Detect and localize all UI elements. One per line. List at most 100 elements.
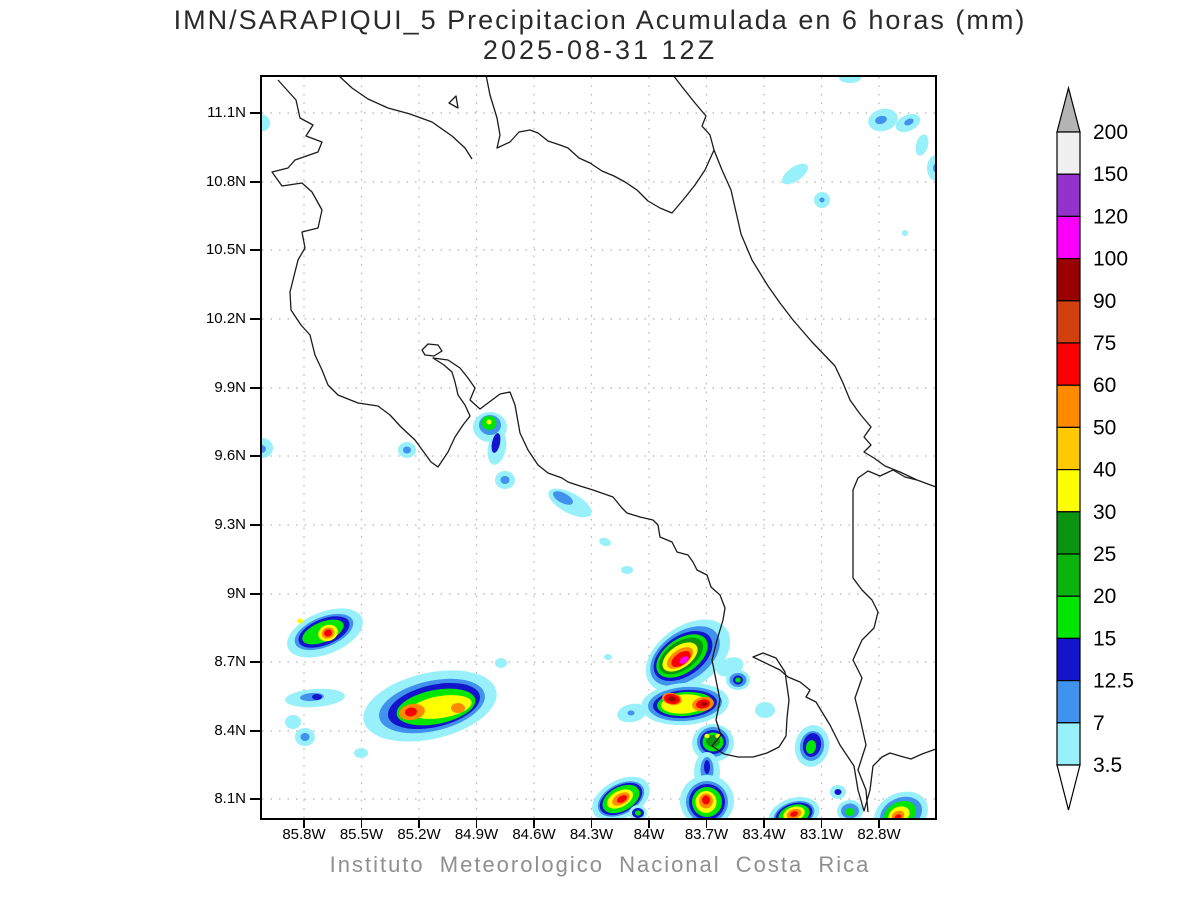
lat-tick-label: 10.5N — [178, 242, 246, 258]
colorbar-box — [1057, 512, 1080, 554]
lon-tick — [591, 820, 593, 828]
source-caption: Instituto Meteorologico Nacional Costa R… — [0, 852, 1200, 878]
colorbar-label: 60 — [1093, 374, 1116, 397]
lon-tick-label: 82.8W — [847, 826, 911, 844]
precipitation-map-figure: IMN/SARAPIQUI_5 Precipitacion Acumulada … — [0, 0, 1200, 900]
lat-tick-label: 8.4N — [178, 723, 246, 739]
lat-tick — [250, 730, 260, 732]
lat-tick — [250, 112, 260, 114]
lat-tick-label: 11.1N — [178, 105, 246, 121]
precip-contour — [301, 733, 310, 741]
lat-tick — [250, 798, 260, 800]
lat-tick-label: 10.8N — [178, 174, 246, 190]
colorbar-box — [1057, 174, 1080, 216]
colorbar-box — [1057, 385, 1080, 427]
colorbar-arrow-top — [1057, 88, 1080, 132]
colorbar-box — [1057, 470, 1080, 512]
lat-tick-label: 9.9N — [178, 380, 246, 396]
lon-tick — [361, 820, 363, 828]
lat-tick — [250, 524, 260, 526]
lon-tick — [303, 820, 305, 828]
colorbar-arrow-bottom — [1057, 765, 1080, 810]
colorbar-box — [1057, 427, 1080, 469]
precip-contour — [779, 160, 812, 189]
coastline-segment — [338, 75, 472, 159]
precip-contour — [704, 734, 709, 738]
colorbar-box — [1057, 723, 1080, 765]
precip-contour — [297, 619, 303, 624]
lat-tick — [250, 593, 260, 595]
colorbar-box — [1057, 259, 1080, 301]
colorbar-label: 30 — [1093, 501, 1116, 524]
lon-tick-label: 83.7W — [675, 826, 739, 844]
lat-tick — [250, 249, 260, 251]
lat-tick — [250, 387, 260, 389]
coastline-segment — [673, 75, 936, 487]
map-canvas — [260, 75, 937, 820]
precip-contour — [312, 694, 322, 700]
precip-contour — [846, 808, 855, 816]
colorbar-label: 3.5 — [1093, 754, 1122, 777]
precip-contour — [495, 658, 507, 668]
lat-tick-label: 9.6N — [178, 448, 246, 464]
precip-contour — [635, 810, 641, 815]
colorbar-box — [1057, 343, 1080, 385]
precip-contour — [621, 566, 633, 574]
precip-contour — [598, 536, 612, 548]
precipitation-shading — [260, 75, 937, 820]
precip-contour — [704, 760, 710, 774]
lon-tick — [418, 820, 420, 828]
colorbar-label: 12.5 — [1093, 670, 1134, 693]
chart-subtitle: 2025-08-31 12Z — [0, 35, 1200, 66]
colorbar-label: 7 — [1093, 712, 1105, 735]
precip-contour — [285, 715, 301, 729]
colorbar-label: 20 — [1093, 585, 1116, 608]
precip-contour — [487, 420, 492, 425]
lon-tick-label: 84.9W — [445, 826, 509, 844]
colorbar-label: 120 — [1093, 205, 1128, 228]
colorbar-label: 40 — [1093, 459, 1116, 482]
colorbar-box — [1057, 216, 1080, 258]
lon-tick — [821, 820, 823, 828]
colorbar-box — [1057, 638, 1080, 680]
precip-contour — [902, 230, 908, 236]
lon-tick-label: 84W — [617, 826, 681, 844]
colorbar-label: 90 — [1093, 290, 1116, 313]
precip-contour — [604, 654, 612, 660]
precip-contour — [820, 198, 825, 203]
lat-tick-label: 8.1N — [178, 791, 246, 807]
lon-tick-label: 84.3W — [560, 826, 624, 844]
lat-tick-label: 8.7N — [178, 654, 246, 670]
precip-contour — [628, 711, 635, 716]
lon-tick — [476, 820, 478, 828]
lat-tick — [250, 661, 260, 663]
colorbar-label: 25 — [1093, 543, 1116, 566]
lat-tick — [250, 318, 260, 320]
precip-contour — [403, 447, 411, 454]
map-frame — [261, 76, 936, 819]
lon-tick — [763, 820, 765, 828]
coastline-segment — [853, 470, 917, 812]
lon-tick — [878, 820, 880, 828]
precip-contour — [501, 476, 510, 484]
precip-contour — [755, 702, 775, 718]
precip-contour — [913, 133, 930, 157]
lat-tick-label: 9.3N — [178, 517, 246, 533]
lon-tick — [706, 820, 708, 828]
colorbar-box — [1057, 596, 1080, 638]
lon-tick-label: 85.8W — [272, 826, 336, 844]
coastline-segment — [422, 344, 442, 356]
lat-tick — [250, 181, 260, 183]
colorbar-label: 200 — [1093, 121, 1128, 144]
precip-contour — [835, 789, 842, 795]
lon-tick — [533, 820, 535, 828]
colorbar-label: 15 — [1093, 627, 1116, 650]
colorbar-box — [1057, 681, 1080, 723]
colorbar: 20015012010090756050403025201512.573.5 — [1050, 80, 1145, 840]
grid-lines — [262, 77, 935, 818]
precip-contour — [735, 678, 741, 683]
coastline-segment — [449, 96, 458, 108]
lon-tick-label: 84.6W — [502, 826, 566, 844]
lat-tick-label: 9N — [178, 586, 246, 602]
lat-tick — [250, 455, 260, 457]
